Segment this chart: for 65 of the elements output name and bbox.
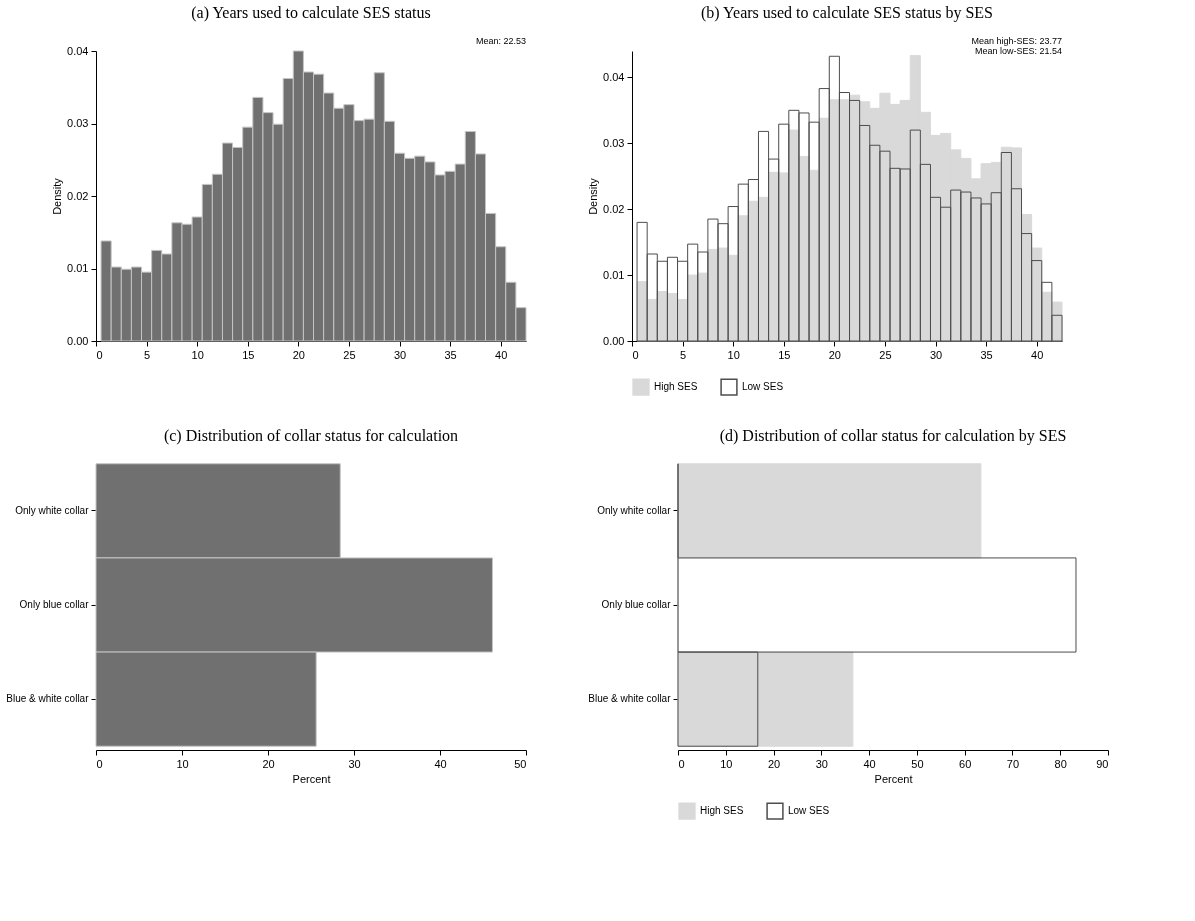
- y-tick-label: 0.04: [67, 44, 89, 57]
- y-axis-title: Density: [587, 177, 600, 215]
- x-tick-label: 10: [727, 348, 740, 361]
- chart-title: (c) Distribution of collar status for calculation: [163, 427, 459, 445]
- x-tick-label: 20: [767, 757, 781, 770]
- x-tick-label: 60: [959, 757, 972, 770]
- chart-title: (a) Years used to calculate SES status: [191, 4, 431, 22]
- y-tick-label: Only white collar: [597, 504, 672, 516]
- legend-label: High SES: [654, 381, 698, 393]
- x-tick-label: 20: [262, 757, 275, 770]
- y-tick-label: 0.02: [603, 202, 625, 215]
- y-tick-label: 0.00: [67, 334, 89, 347]
- y-tick-label: Blue & white collar: [6, 693, 90, 705]
- y-tick-label: Only blue collar: [19, 599, 90, 610]
- annotation: Mean low-SES: 21.54: [974, 46, 1062, 56]
- x-tick-label: 50: [514, 757, 527, 770]
- x-tick-label: 10: [191, 348, 204, 361]
- y-tick-label: 0.03: [603, 136, 625, 149]
- x-tick-label: 5: [680, 348, 687, 361]
- x-tick-label: 10: [176, 757, 189, 770]
- x-tick-label: 40: [495, 348, 508, 361]
- x-tick-label: 0: [632, 348, 639, 361]
- y-tick-label: 0.00: [603, 334, 625, 347]
- x-tick-label: 30: [348, 757, 361, 770]
- x-tick-label: 15: [242, 348, 255, 361]
- y-tick-label: 0.01: [67, 262, 89, 274]
- x-tick-label: 0: [96, 757, 103, 770]
- y-tick-label: 0.04: [603, 70, 625, 83]
- x-tick-label: 70: [1006, 757, 1020, 770]
- legend-label: Low SES: [788, 805, 830, 817]
- chart-title: (b) Years used to calculate SES status by SES: [701, 4, 993, 22]
- legend-label: Low SES: [742, 381, 784, 393]
- y-tick-label: 0.01: [603, 268, 625, 281]
- x-tick-label: 20: [828, 348, 841, 361]
- x-tick-label: 0: [678, 757, 685, 770]
- x-axis-title: Percent: [874, 772, 913, 785]
- x-axis-title: Percent: [292, 772, 331, 785]
- x-tick-label: 35: [444, 348, 457, 361]
- x-tick-label: 25: [879, 348, 892, 361]
- x-tick-label: 35: [980, 348, 993, 361]
- x-tick-label: 90: [1096, 757, 1109, 770]
- x-tick-label: 50: [911, 757, 924, 770]
- x-tick-label: 30: [929, 348, 943, 361]
- y-axis-title: Density: [51, 177, 64, 215]
- text: Mean high-SES: 23.77: [971, 36, 1062, 46]
- chart-title: (d) Distribution of collar status for calculation by SES: [719, 427, 1067, 445]
- x-tick-label: 25: [343, 348, 356, 361]
- y-tick-label: Only white collar: [15, 504, 90, 516]
- y-tick-label: 0.03: [67, 117, 89, 129]
- x-tick-label: 40: [434, 757, 447, 770]
- y-tick-label: 0.02: [67, 189, 89, 202]
- x-tick-label: 30: [815, 757, 828, 770]
- y-tick-label: Blue & white collar: [588, 693, 672, 705]
- x-tick-label: 20: [292, 348, 305, 361]
- x-tick-label: 40: [1031, 348, 1044, 361]
- y-tick-label: Only blue collar: [601, 599, 672, 610]
- x-tick-label: 10: [720, 757, 733, 770]
- legend-label: High SES: [700, 805, 744, 817]
- x-tick-label: 15: [778, 348, 791, 361]
- x-tick-label: 0: [96, 348, 103, 361]
- x-tick-label: 30: [393, 348, 407, 361]
- x-tick-label: 40: [863, 757, 876, 770]
- x-tick-label: 5: [144, 348, 151, 361]
- x-tick-label: 80: [1054, 757, 1067, 770]
- text: Mean: 22.53: [475, 36, 526, 46]
